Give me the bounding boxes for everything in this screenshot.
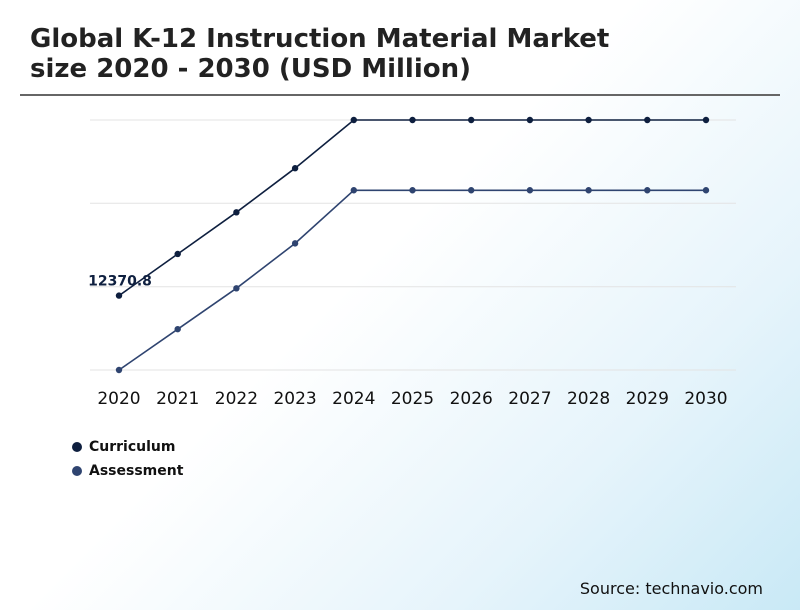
x-tick-label: 2030 (684, 389, 727, 409)
data-point-curriculum[interactable] (233, 209, 240, 216)
x-tick-label: 2028 (567, 389, 610, 409)
x-axis-ticks: 2020 2021 2022 2023 2024 2025 2026 2027 2028 2029… (97, 389, 727, 409)
gridlines (90, 119, 736, 371)
data-point-curriculum[interactable] (291, 165, 299, 172)
data-point-curriculum[interactable] (115, 292, 123, 299)
title-line-1: Global K-12 Instruction Material Market (30, 24, 610, 54)
data-point-assessment[interactable] (115, 366, 123, 374)
data-point-assessment[interactable] (291, 240, 299, 247)
legend: Curriculum Assessment (72, 435, 183, 483)
data-labels: 12370.8 (88, 274, 152, 290)
series-line-assessment (118, 189, 706, 371)
legend-item-assessment[interactable]: Assessment (72, 459, 183, 483)
data-point-assessment[interactable] (644, 187, 651, 194)
legend-label: Curriculum (89, 439, 176, 455)
data-point-assessment[interactable] (585, 187, 592, 194)
data-point-assessment[interactable] (409, 187, 416, 194)
chart-title: Global K-12 Instruction Material Market … (30, 24, 770, 84)
title-divider (20, 94, 780, 96)
data-point-curriculum[interactable] (526, 116, 534, 124)
data-points (115, 116, 710, 374)
legend-item-curriculum[interactable]: Curriculum (72, 435, 183, 459)
series-line-curriculum (118, 119, 706, 297)
data-point-curriculum[interactable] (174, 250, 181, 258)
x-tick-label: 2025 (391, 389, 434, 409)
data-point-curriculum[interactable] (468, 116, 475, 124)
x-tick-label: 2020 (97, 389, 140, 409)
data-point-curriculum[interactable] (409, 116, 416, 124)
data-point-curriculum[interactable] (702, 116, 710, 124)
data-point-assessment[interactable] (350, 187, 357, 194)
legend-dot-icon (72, 466, 82, 476)
data-point-assessment[interactable] (233, 285, 240, 292)
data-point-curriculum[interactable] (644, 116, 651, 124)
data-point-assessment[interactable] (702, 187, 710, 194)
x-tick-label: 2027 (508, 389, 551, 409)
source-credit: Source: technavio.com (579, 579, 763, 598)
data-point-assessment[interactable] (526, 187, 534, 194)
legend-label: Assessment (89, 463, 184, 479)
x-tick-label: 2021 (156, 389, 199, 409)
data-point-curriculum[interactable] (350, 116, 357, 124)
x-tick-label: 2023 (273, 389, 316, 409)
data-point-curriculum[interactable] (585, 116, 592, 124)
x-tick-label: 2029 (626, 389, 669, 409)
series-lines (118, 119, 706, 371)
x-tick-label: 2026 (450, 389, 493, 409)
legend-dot-icon (72, 442, 82, 452)
x-tick-label: 2024 (332, 389, 375, 409)
data-point-assessment[interactable] (174, 325, 181, 333)
data-label: 12370.8 (88, 274, 152, 290)
title-line-2: size 2020 - 2030 (USD Million) (30, 54, 472, 84)
x-tick-label: 2022 (215, 389, 258, 409)
data-point-assessment[interactable] (468, 187, 475, 194)
